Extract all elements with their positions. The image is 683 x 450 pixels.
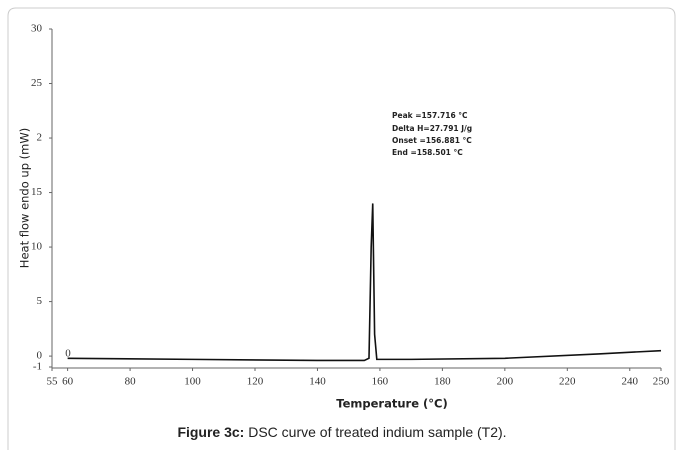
x-tick-label: 55 (47, 376, 59, 388)
x-tick-label: 180 (434, 376, 451, 388)
y-tick-label: 10 (31, 241, 43, 253)
y-tick-label: 0 (37, 350, 43, 362)
x-tick-label: 80 (125, 376, 137, 388)
annotation: Peak =157.716 °C (392, 111, 468, 120)
annotation: Onset =156.881 °C (392, 136, 472, 145)
x-tick-label: 220 (559, 376, 576, 388)
y-tick-label: -1 (33, 361, 42, 373)
x-tick-label: 60 (62, 376, 74, 388)
x-tick-label: 160 (372, 376, 389, 388)
annotation: 0 (65, 348, 71, 360)
caption-label: Figure 3c: (177, 424, 244, 440)
x-tick-label: 200 (497, 376, 514, 388)
x-tick-label: 250 (653, 376, 670, 388)
x-tick-label: 240 (622, 376, 639, 388)
y-tick-label: 30 (31, 23, 43, 35)
caption: Figure 3c: DSC curve of treated indium s… (177, 424, 506, 440)
y-tick-label: 25 (31, 77, 43, 89)
x-tick-label: 140 (309, 376, 326, 388)
x-axis-label: Temperature (°C) (336, 397, 447, 411)
y-tick-label: 2 (37, 132, 43, 144)
x-tick-label: 100 (184, 376, 201, 388)
frame (7, 7, 676, 450)
caption-text: DSC curve of treated indium sample (T2). (248, 424, 506, 440)
annotation: Delta H=27.791 J/g (392, 124, 472, 133)
y-tick-label: 15 (31, 186, 43, 198)
x-tick-label: 120 (247, 376, 264, 388)
annotation: End =158.501 °C (392, 148, 463, 157)
y-tick-label: 5 (37, 295, 43, 307)
y-axis-label: Heat flow endo up (mW) (18, 128, 32, 268)
data-line (67, 203, 662, 362)
